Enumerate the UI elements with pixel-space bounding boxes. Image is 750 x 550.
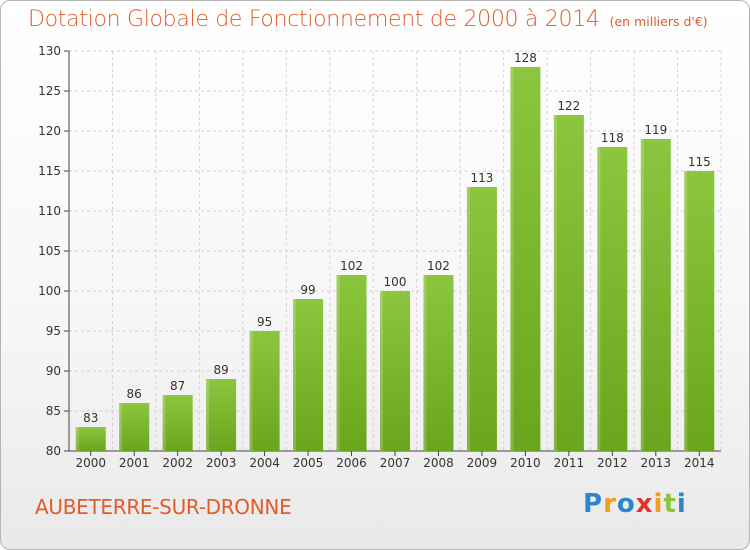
chart-title: Dotation Globale de Fonctionnement de 20… [28,7,600,32]
bar-2000 [75,427,106,451]
y-tick-label: 85 [46,404,61,418]
logo-letter: o [616,489,636,519]
bar-2012 [597,147,628,451]
bar-2011 [553,115,584,451]
bar-2005 [293,299,324,451]
bar-2003 [206,379,237,451]
y-tick-label: 130 [38,44,61,58]
bar-2014 [684,171,715,451]
bar-2013 [640,139,671,451]
bar-highlight-2009 [466,187,470,451]
data-label-2011: 122 [557,99,580,113]
y-tick-label: 105 [38,244,61,258]
y-tick-label: 95 [46,324,61,338]
chart-title-block: Dotation Globale de Fonctionnement de 20… [28,7,708,32]
bar-highlight-2005 [293,299,297,451]
x-tick-label-2012: 2012 [597,456,628,470]
x-tick-label-2010: 2010 [510,456,541,470]
data-label-2013: 119 [644,123,667,137]
x-tick-label-2003: 2003 [206,456,237,470]
bar-2008 [423,275,454,451]
city-name: AUBETERRE-SUR-DRONNE [35,495,292,519]
data-label-2010: 128 [514,51,537,65]
bar-highlight-2008 [423,275,427,451]
x-tick-label-2014: 2014 [684,456,715,470]
data-label-2006: 102 [340,259,363,273]
y-tick-label: 115 [38,164,61,178]
x-tick-label-2007: 2007 [380,456,411,470]
data-label-2004: 95 [257,315,272,329]
logo-letter: t [663,489,677,519]
data-label-2002: 87 [170,379,185,393]
x-tick-label-2006: 2006 [336,456,367,470]
bar-2010 [510,67,541,451]
logo-letter: i [653,489,664,519]
x-tick-label-2008: 2008 [423,456,454,470]
data-label-2003: 89 [213,363,228,377]
x-tick-label-2004: 2004 [249,456,280,470]
bar-highlight-2013 [640,139,644,451]
bar-highlight-2001 [119,403,123,451]
bar-highlight-2002 [162,395,166,451]
data-label-2005: 99 [300,283,315,297]
proxiti-logo[interactable]: Proxiti [583,489,687,519]
data-label-2008: 102 [427,259,450,273]
x-tick-label-2013: 2013 [641,456,672,470]
chart-subtitle: (en milliers d'€) [609,14,708,29]
x-tick-label-2001: 2001 [119,456,150,470]
bar-2002 [162,395,193,451]
data-label-2009: 113 [470,171,493,185]
logo-letter: x [635,489,654,519]
logo-letter: r [603,489,617,519]
bar-highlight-2003 [206,379,210,451]
x-tick-label-2011: 2011 [554,456,585,470]
data-label-2012: 118 [601,131,624,145]
bar-highlight-2006 [336,275,340,451]
y-tick-label: 80 [46,444,61,458]
x-tick-label-2002: 2002 [162,456,193,470]
y-tick-label: 110 [38,204,61,218]
y-tick-label: 125 [38,84,61,98]
bar-2004 [249,331,280,451]
bar-highlight-2000 [75,427,79,451]
x-tick-label-2000: 2000 [75,456,106,470]
bar-highlight-2012 [597,147,601,451]
bars [75,67,715,451]
logo-letter: P [583,489,604,519]
data-label-2000: 83 [83,411,98,425]
bar-highlight-2011 [553,115,557,451]
data-label-2001: 86 [127,387,142,401]
bar-highlight-2007 [380,291,383,451]
x-tick-label-2009: 2009 [467,456,498,470]
bar-2006 [336,275,367,451]
bar-2007 [380,291,410,451]
y-tick-label: 100 [38,284,61,298]
data-label-2007: 100 [384,275,407,289]
bar-2001 [119,403,150,451]
labels: 80 85 90 95 100 105 110 115 120 125 130 83 2000 86 200… [38,44,714,470]
logo-letter: i [676,489,687,519]
x-tick-label-2005: 2005 [293,456,324,470]
y-tick-label: 120 [38,124,61,138]
bar-highlight-2010 [510,67,514,451]
bar-highlight-2004 [249,331,253,451]
y-tick-label: 90 [46,364,61,378]
data-label-2014: 115 [688,155,711,169]
bar-2009 [466,187,497,451]
bar-highlight-2014 [684,171,688,451]
